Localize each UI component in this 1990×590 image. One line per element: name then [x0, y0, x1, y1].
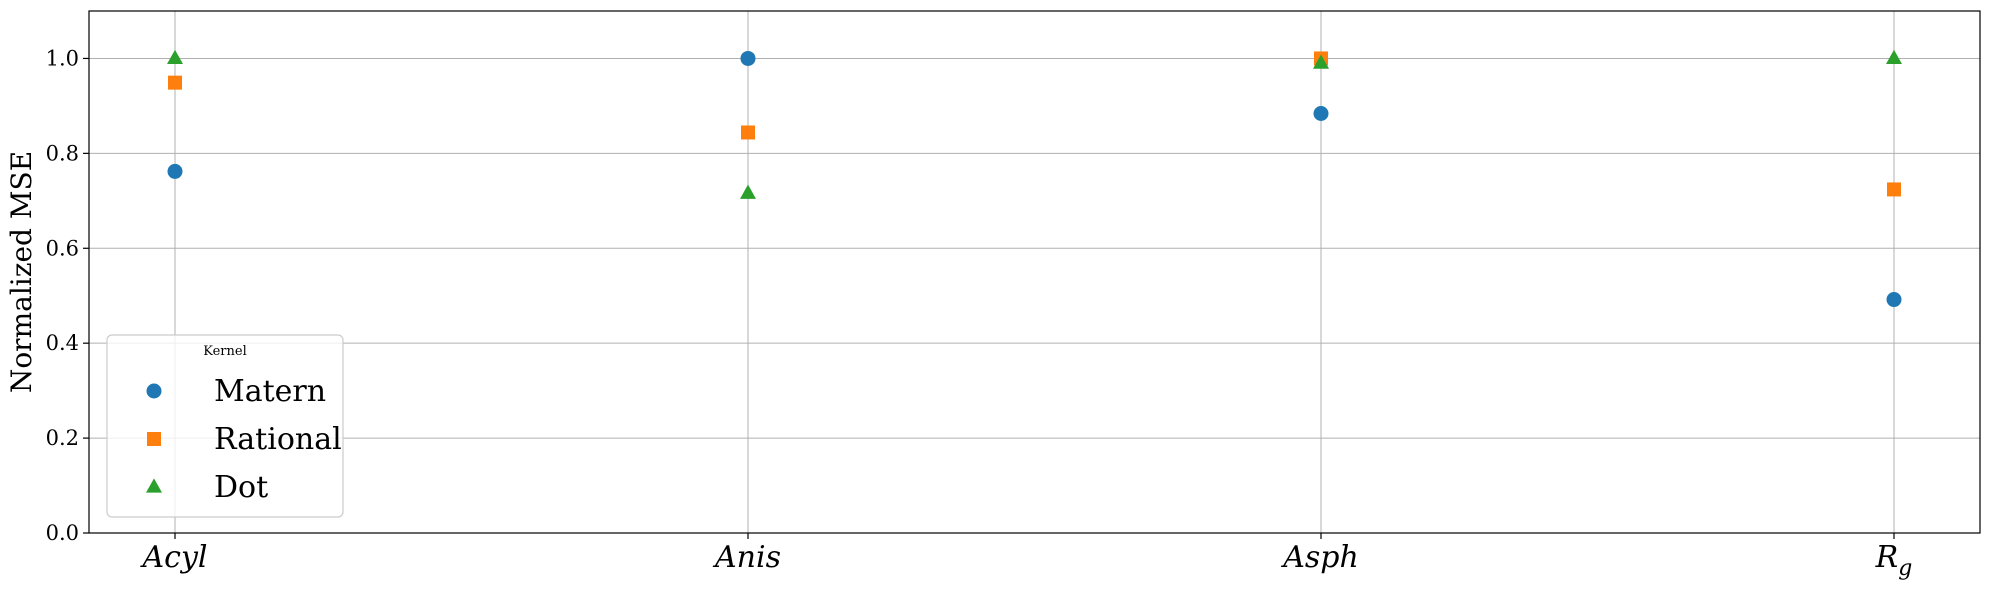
x-tick-label: Rg — [1875, 540, 1913, 581]
data-points — [167, 49, 1902, 308]
legend-box — [106, 334, 344, 518]
legend-marker — [146, 478, 162, 493]
data-point — [168, 75, 182, 90]
data-point — [167, 49, 183, 65]
y-tick-label: 0.4 — [46, 331, 79, 355]
legend-label: Rational — [214, 422, 342, 457]
x-axis-ticks: Acyl Anis Asph Rg — [139, 533, 1912, 581]
data-point — [1887, 182, 1901, 197]
data-point — [1313, 54, 1329, 69]
data-point — [1886, 49, 1902, 65]
data-point — [740, 184, 756, 199]
series-matern — [167, 50, 1902, 308]
legend-item-rational: Rational — [147, 422, 342, 457]
legend-title: Kernel — [203, 344, 247, 359]
data-point — [741, 125, 755, 140]
y-tick-label: 0.6 — [46, 236, 79, 260]
y-axis-label: Normalized MSE — [5, 151, 38, 393]
x-tick-label: Acyl — [139, 540, 207, 575]
x-tick-label-text: Acyl — [139, 540, 207, 575]
data-point — [1313, 106, 1329, 122]
plot-frame — [88, 10, 1981, 534]
y-tick-label: 0.8 — [46, 141, 79, 165]
x-tick-label-text: Asph — [1280, 540, 1359, 575]
data-point — [740, 50, 756, 66]
legend-item-dot: Dot — [146, 470, 268, 505]
x-tick-label: Asph — [1280, 540, 1359, 575]
y-tick-label: 0.2 — [46, 426, 79, 450]
series-dot — [167, 49, 1902, 199]
data-point — [167, 163, 183, 179]
legend-marker — [147, 432, 161, 446]
x-tick-label: Anis — [712, 540, 781, 575]
legend-label: Matern — [214, 374, 326, 409]
y-tick-label: 1.0 — [46, 46, 79, 70]
legend-label: Dot — [214, 470, 268, 505]
x-tick-label-text: R — [1875, 540, 1899, 575]
y-axis-ticks: 0.0 0.2 0.4 0.6 0.8 1.0 — [46, 46, 89, 545]
y-tick-label: 0.0 — [46, 521, 79, 545]
legend-marker — [146, 383, 162, 399]
legend-item-matern: Matern — [146, 374, 326, 409]
x-tick-label-subscript: g — [1898, 556, 1912, 581]
data-point — [1886, 292, 1902, 308]
legend: Kernel Matern Rational Dot — [106, 334, 344, 518]
x-tick-label-text: Anis — [712, 540, 781, 575]
